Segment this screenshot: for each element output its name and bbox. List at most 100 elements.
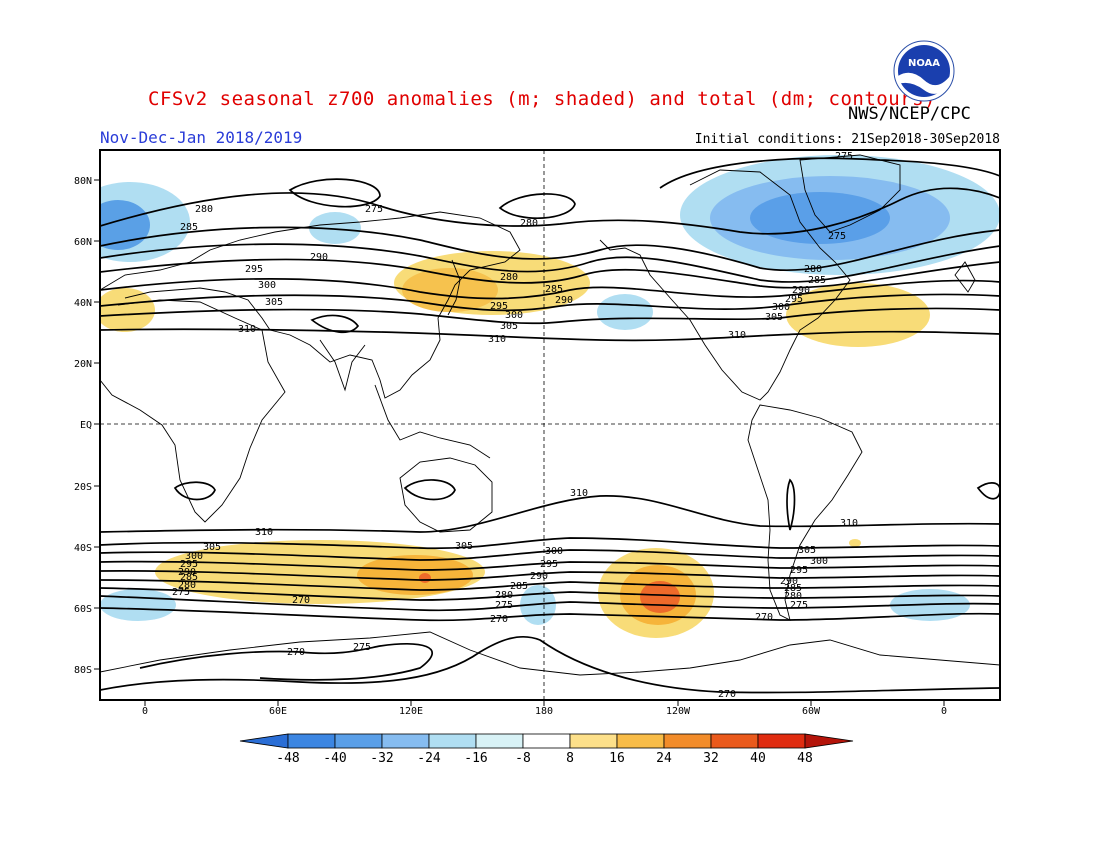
contour-label: 290 xyxy=(792,285,810,296)
contour-305-north xyxy=(100,307,1000,325)
lat-label: 20N xyxy=(74,359,92,370)
contour-label: 285 xyxy=(180,572,198,583)
contour-280-south xyxy=(100,587,1000,601)
colorbar-label: 24 xyxy=(656,751,672,766)
lon-label: 0 xyxy=(142,706,148,717)
coast-south-america xyxy=(747,404,863,621)
contour-label: 300 xyxy=(258,280,276,291)
colorbar-segment xyxy=(475,733,524,749)
contour-closed-africa xyxy=(173,481,216,501)
contour-label: 270 xyxy=(718,689,736,700)
coast-australia xyxy=(399,457,493,533)
contour-label: 285 xyxy=(784,583,802,594)
lat-axis xyxy=(94,179,100,670)
colorbar-segment xyxy=(381,733,430,749)
contour-label: 280 xyxy=(178,580,196,591)
contour-label: 300 xyxy=(185,551,203,562)
contour-label: 275 xyxy=(172,587,190,598)
contour-label: 305 xyxy=(265,297,283,308)
contour-275-closed xyxy=(288,178,381,208)
contour-label: 295 xyxy=(490,301,508,312)
contour-280-closed xyxy=(498,193,576,219)
lat-label: 40N xyxy=(74,298,92,309)
contour-300-north xyxy=(100,293,1000,312)
contour-270-south xyxy=(100,607,1000,622)
contour-labels: 280 285 295 300 305 310 290 275 280 280 … xyxy=(172,151,858,700)
contour-label: 300 xyxy=(545,546,563,557)
contour-label: 310 xyxy=(238,324,256,335)
colorbar-label: 8 xyxy=(566,751,574,766)
contour-285-north xyxy=(100,243,1000,283)
contour-275-south xyxy=(100,595,1000,612)
contour-label: 275 xyxy=(353,642,371,653)
colorbar-label: -24 xyxy=(417,751,441,766)
contour-label: 310 xyxy=(570,488,588,499)
contour-label: 285 xyxy=(808,275,826,286)
contour-290-south xyxy=(100,570,1000,581)
colorbar-segment xyxy=(334,733,383,749)
anomaly-neg-siberia xyxy=(309,212,361,244)
contour-label: 305 xyxy=(765,312,783,323)
contour-label: 280 xyxy=(495,590,513,601)
contour-275-north xyxy=(100,187,1000,235)
map-frame xyxy=(99,149,1001,701)
lon-labels: 0 60E 120E 180 120W 60W 0 xyxy=(142,706,947,717)
contour-label: 290 xyxy=(530,571,548,582)
coast-japan xyxy=(447,259,461,316)
colorbar-label: 48 xyxy=(797,751,813,766)
contour-290-north xyxy=(100,258,1000,289)
contour-label: 275 xyxy=(828,231,846,242)
lon-label: 60E xyxy=(269,706,287,717)
colorbar-label: -48 xyxy=(276,751,299,766)
contour-closed-andes xyxy=(786,478,796,531)
lat-label: 40S xyxy=(74,543,92,554)
colorbar-label: 16 xyxy=(609,751,625,766)
contour-label: 290 xyxy=(178,567,196,578)
contour-label: 280 xyxy=(500,272,518,283)
lat-label: 60S xyxy=(74,604,92,615)
height-contours xyxy=(100,157,1000,694)
colorbar: -48 -40 -32 -24 -16 -8 8 16 24 32 40 48 xyxy=(239,733,854,766)
colorbar-segment xyxy=(522,733,571,749)
contour-label: 270 xyxy=(755,612,773,623)
contour-295-north xyxy=(100,278,1000,300)
lon-label: 0 xyxy=(941,706,947,717)
colorbar-segment xyxy=(569,733,618,749)
contour-label: 275 xyxy=(790,600,808,611)
lon-axis xyxy=(144,700,945,706)
coast-north-america xyxy=(599,169,851,401)
coast-india xyxy=(319,339,366,392)
colorbar-label: 40 xyxy=(750,751,766,766)
noaa-logo: NOAA xyxy=(893,40,955,102)
contour-310-north xyxy=(100,328,1000,342)
contour-label: 310 xyxy=(840,518,858,529)
contour-label: 295 xyxy=(790,565,808,576)
colorbar-arrow-right xyxy=(804,733,854,749)
colorbar-segment xyxy=(710,733,759,749)
contour-label: 270 xyxy=(287,647,305,658)
season-label: Nov-Dec-Jan 2018/2019 xyxy=(100,128,303,147)
contour-300-south xyxy=(100,549,1000,561)
colorbar-label: -8 xyxy=(515,751,531,766)
contour-305-south xyxy=(100,537,1000,550)
lat-label: 60N xyxy=(74,237,92,248)
contour-closed-australia xyxy=(403,479,456,501)
coast-europe-asia xyxy=(100,211,521,399)
contour-label: 285 xyxy=(180,222,198,233)
contour-label: 275 xyxy=(495,600,513,611)
contour-label: 275 xyxy=(365,204,383,215)
contour-label: 300 xyxy=(810,556,828,567)
contour-label: 285 xyxy=(545,284,563,295)
logo-text: NOAA xyxy=(908,58,940,69)
lat-label: EQ xyxy=(80,420,92,431)
contour-label: 270 xyxy=(292,595,310,606)
contour-label: 295 xyxy=(245,264,263,275)
agency-label: NWS/NCEP/CPC xyxy=(848,104,971,124)
contour-label: 280 xyxy=(784,591,802,602)
contour-label: 310 xyxy=(488,334,506,345)
anomaly-neg-south-atlantic xyxy=(100,589,176,621)
contour-label: 295 xyxy=(180,559,198,570)
lat-label: 80N xyxy=(74,176,92,187)
colorbar-label: -32 xyxy=(370,751,393,766)
lon-label: 60W xyxy=(802,706,821,717)
